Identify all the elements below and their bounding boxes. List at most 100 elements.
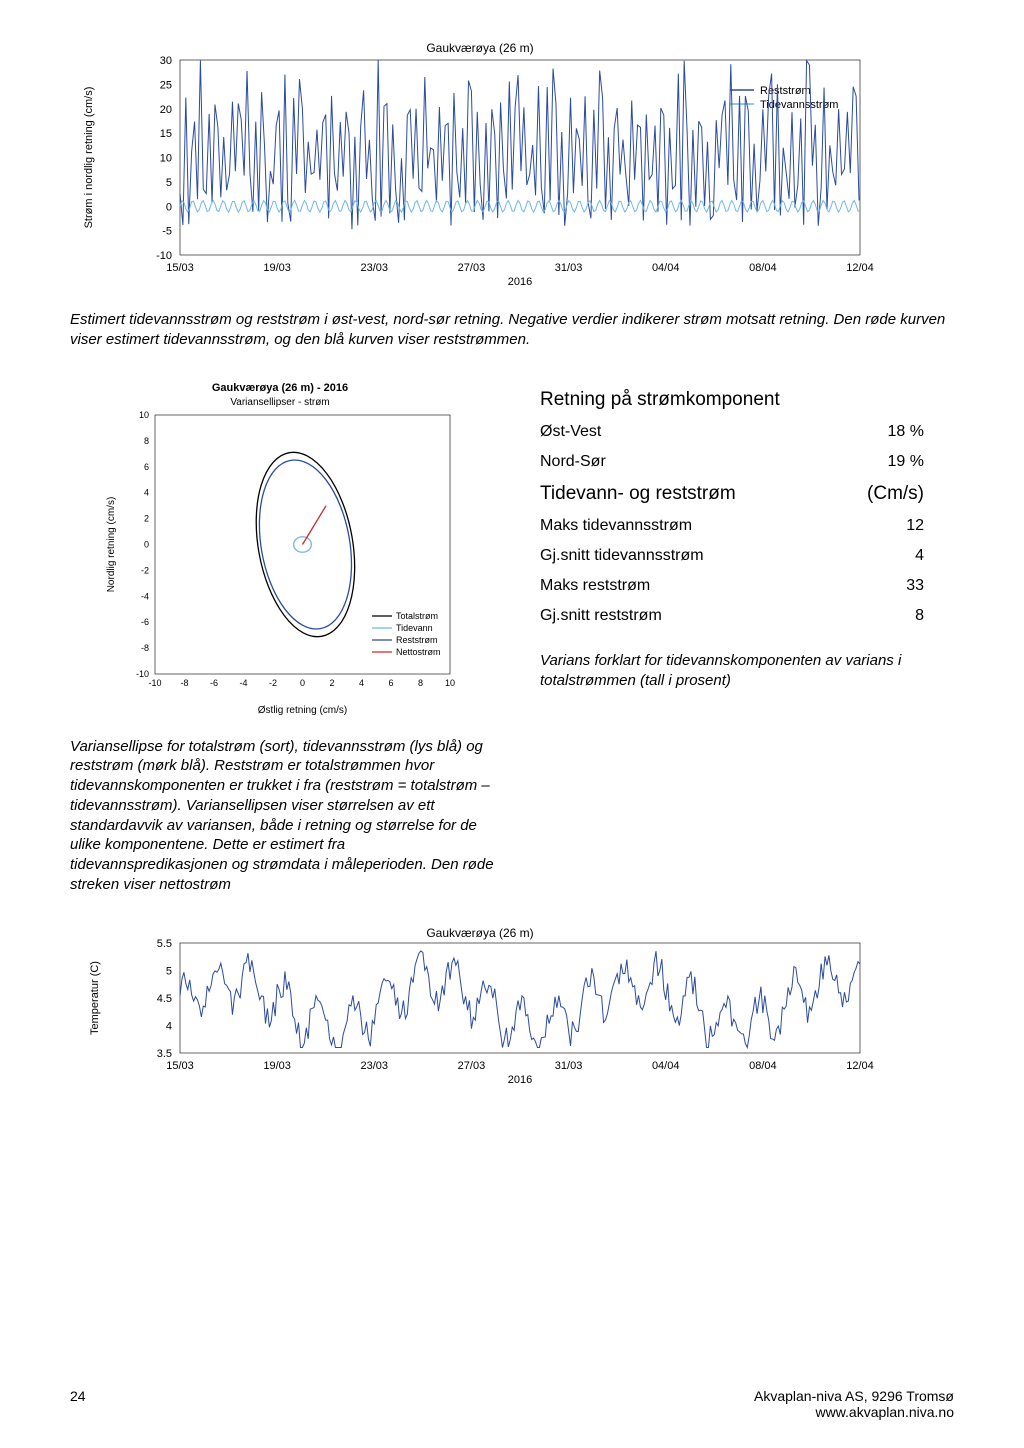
svg-text:27/03: 27/03 [458,1060,486,1072]
ellipse-chart: Gaukværøya (26 m) - 2016 Variansellipser … [100,379,460,719]
row-label: Nord-Sør [540,447,827,477]
svg-text:-6: -6 [210,678,218,688]
svg-text:10: 10 [139,410,149,420]
svg-text:2: 2 [144,513,149,523]
svg-text:31/03: 31/03 [555,1060,583,1072]
svg-text:5: 5 [166,965,172,977]
svg-text:-10: -10 [148,678,161,688]
stats-table: Retning på strømkomponent Øst-Vest18 %No… [540,383,954,631]
table-row: Øst-Vest18 % [540,417,954,447]
svg-text:10: 10 [160,153,172,165]
svg-text:2016: 2016 [508,276,532,288]
svg-text:15/03: 15/03 [166,1060,194,1072]
row-value: 19 % [827,447,954,477]
table-heading2: Tidevann- og reststrøm [540,477,827,511]
table-row: Gj.snitt tidevannsstrøm4 [540,541,954,571]
table-heading1: Retning på strømkomponent [540,383,954,417]
svg-text:Nordlig retning (cm/s): Nordlig retning (cm/s) [106,496,117,592]
right-column: Retning på strømkomponent Øst-Vest18 %No… [520,379,954,895]
two-column: Gaukværøya (26 m) - 2016 Variansellipser … [70,379,954,895]
row-value: 18 % [827,417,954,447]
row-label: Maks tidevannsstrøm [540,511,827,541]
svg-text:5: 5 [166,177,172,189]
row-value: 8 [827,601,954,631]
svg-text:8: 8 [418,678,423,688]
svg-text:0: 0 [166,201,172,213]
svg-text:-8: -8 [141,643,149,653]
svg-text:-10: -10 [156,250,172,262]
svg-text:4: 4 [166,1020,172,1032]
svg-text:Variansellipser - strøm: Variansellipser - strøm [230,397,329,408]
caption-chart1: Estimert tidevannsstrøm og reststrøm i ø… [70,310,954,351]
svg-text:-8: -8 [180,678,188,688]
svg-text:0: 0 [144,539,149,549]
svg-text:31/03: 31/03 [555,262,583,274]
svg-text:Reststrøm: Reststrøm [760,85,811,97]
left-column: Gaukværøya (26 m) - 2016 Variansellipser … [70,379,500,895]
svg-text:4: 4 [359,678,364,688]
svg-text:Gaukværøya (26 m) - 2016: Gaukværøya (26 m) - 2016 [212,382,348,394]
svg-text:3.5: 3.5 [157,1048,172,1060]
svg-text:Strøm i nordlig retning (cm/s): Strøm i nordlig retning (cm/s) [83,87,95,229]
svg-text:Totalstrøm: Totalstrøm [396,611,438,621]
table-row: Maks reststrøm33 [540,571,954,601]
svg-text:23/03: 23/03 [361,1060,389,1072]
row-label: Gj.snitt tidevannsstrøm [540,541,827,571]
svg-text:27/03: 27/03 [458,262,486,274]
svg-text:Gaukværøya (26 m): Gaukværøya (26 m) [426,926,533,940]
svg-text:-2: -2 [269,678,277,688]
svg-text:2016: 2016 [508,1074,532,1086]
svg-text:15: 15 [160,128,172,140]
chart-temperature: Gaukværøya (26 m) 3.5 4 4.5 5 5.5 Temperatur (… [70,925,954,1095]
page: Gaukværøya (26 m)-10-5051015202530Strøm … [0,0,1024,1448]
svg-text:23/03: 23/03 [361,262,389,274]
svg-text:19/03: 19/03 [263,1060,291,1072]
svg-text:Gaukværøya (26 m): Gaukværøya (26 m) [426,41,533,55]
caption-right: Varians forklart for tidevannskomponente… [540,651,954,692]
row-value: 12 [827,511,954,541]
svg-text:Østlig retning (cm/s): Østlig retning (cm/s) [258,705,347,716]
svg-text:08/04: 08/04 [749,1060,777,1072]
footer-right: Akvaplan-niva AS, 9296 Tromsø www.akvapl… [754,1388,954,1420]
svg-text:-4: -4 [239,678,247,688]
svg-text:04/04: 04/04 [652,262,680,274]
row-label: Gj.snitt reststrøm [540,601,827,631]
table-heading2-unit: (Cm/s) [827,477,954,511]
footer: 24 Akvaplan-niva AS, 9296 Tromsø www.akv… [70,1388,954,1420]
chart-nord-strom: Gaukværøya (26 m) -10 -5 0 5 10 15 20 25 30 Strøm … [70,40,954,300]
table-row: Nord-Sør19 % [540,447,954,477]
svg-text:6: 6 [144,461,149,471]
svg-text:10: 10 [445,678,455,688]
svg-text:6: 6 [388,678,393,688]
svg-text:08/04: 08/04 [749,262,777,274]
svg-text:2: 2 [329,678,334,688]
ellipse-paragraph: Variansellipse for totalstrøm (sort), ti… [70,737,500,895]
svg-text:25: 25 [160,79,172,91]
svg-text:12/04: 12/04 [846,1060,874,1072]
row-value: 33 [827,571,954,601]
svg-text:0: 0 [300,678,305,688]
svg-text:5.5: 5.5 [157,938,172,950]
table-row: Gj.snitt reststrøm8 [540,601,954,631]
row-value: 4 [827,541,954,571]
row-label: Øst-Vest [540,417,827,447]
svg-text:30: 30 [160,55,172,67]
svg-text:12/04: 12/04 [846,262,874,274]
svg-text:8: 8 [144,435,149,445]
svg-text:-5: -5 [162,226,172,238]
svg-text:-6: -6 [141,617,149,627]
table-row: Maks tidevannsstrøm12 [540,511,954,541]
svg-text:4.5: 4.5 [157,993,172,1005]
svg-text:Temperatur (C): Temperatur (C) [89,961,101,1035]
svg-text:20: 20 [160,104,172,116]
svg-text:15/03: 15/03 [166,262,194,274]
footer-url: www.akvaplan.niva.no [754,1404,954,1420]
svg-text:Tidevann: Tidevann [396,623,433,633]
svg-text:-2: -2 [141,565,149,575]
svg-text:04/04: 04/04 [652,1060,680,1072]
svg-text:4: 4 [144,487,149,497]
svg-text:Reststrøm: Reststrøm [396,635,438,645]
svg-text:Nettostrøm: Nettostrøm [396,647,441,657]
svg-text:19/03: 19/03 [263,262,291,274]
footer-org: Akvaplan-niva AS, 9296 Tromsø [754,1388,954,1404]
